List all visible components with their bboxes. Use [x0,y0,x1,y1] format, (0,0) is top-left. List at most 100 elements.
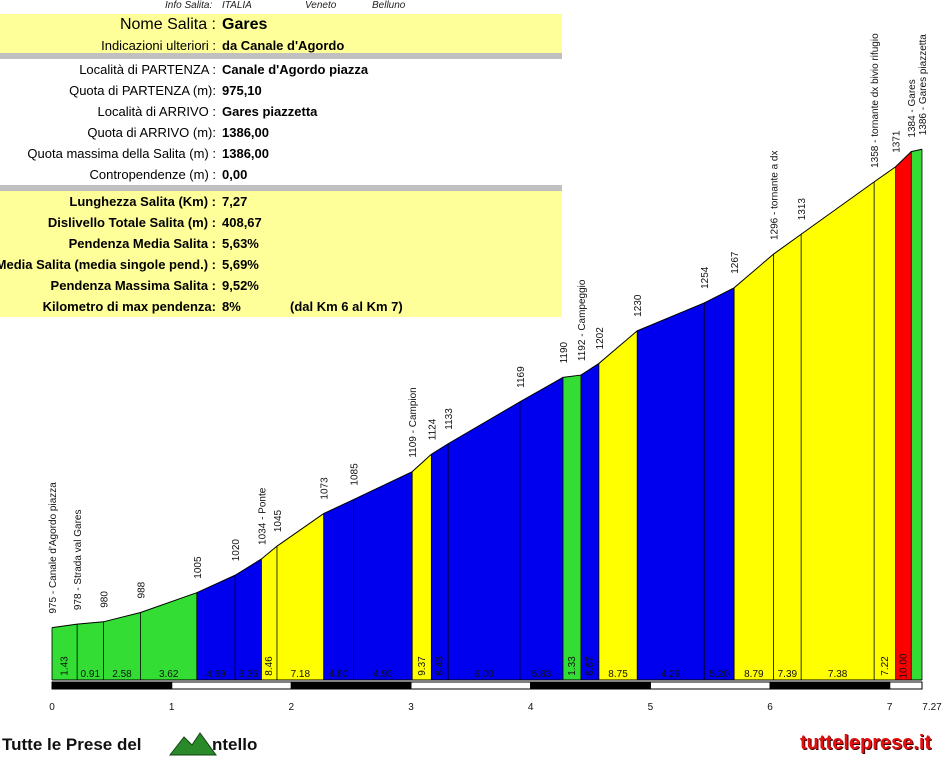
gradient-segment [519,377,563,680]
info-note: (dal Km 6 al Km 7) [290,299,403,314]
gradient-label: 0.91 [81,669,101,680]
info-row: Località di ARRIVO : Gares piazzetta [0,101,562,122]
info-row: Lunghezza Salita (Km) : 7,27 [0,191,562,212]
point-label: 1192 - Campeggio [577,279,588,361]
header-region: Veneto [305,0,337,11]
gradient-label: 5.83 [532,669,552,680]
info-row: Contropendenze (m) : 0,00 [0,164,562,185]
logo-mountain [168,732,217,756]
footer-brand: Tutte le Prese del [2,735,142,754]
point-label: 1124 [427,418,438,440]
header-country: ITALIA [222,0,252,11]
gradient-segment [773,234,802,681]
point-label: 1169 [516,366,527,388]
info-row: Dislivello Totale Salita (m) : 408,67 [0,212,562,233]
info-row: Quota massima della Salita (m) : 1386,00 [0,143,562,164]
header-province: Belluno [372,0,406,11]
info-value: 9,52% [222,278,259,293]
gradient-segment [580,363,599,680]
info-value: 0,00 [222,167,248,182]
gradient-segment [276,513,324,680]
header-caption: Info Salita: [165,0,213,11]
separator [0,53,562,59]
gradient-label: 6.36 [239,669,259,680]
scale-bar [171,681,292,690]
info-label: Località di PARTENZA : [79,62,216,77]
info-label: Contropendenze (m) : [89,167,216,182]
gradient-label: 7.18 [291,669,311,680]
gradient-segment [140,592,197,680]
x-tick-label: 1 [169,702,175,713]
gradient-segment [353,471,413,680]
point-label: 1358 - tornante dx bivio rifugio [870,33,881,168]
gradient-segment [323,499,354,680]
scale-bar [769,681,891,690]
info-label: Pendenza Massima Salita : [50,278,216,293]
point-label: 1313 [797,198,808,221]
gradient-label: 7.38 [828,669,848,680]
point-label: 975 - Canale d'Agordo piazza [48,482,59,614]
point-label: 980 [99,591,110,608]
point-label: 1133 [444,408,455,430]
x-tick-label: 2 [289,702,295,713]
gradient-segment [598,330,638,680]
gradient-label: 4.29 [661,669,681,680]
info-row: Kilometro di max pendenza: 8% (dal Km 6 al… [0,296,562,317]
info-value: 5,69% [222,257,259,272]
gradient-label: 6.00 [474,669,494,680]
point-label: 1045 [273,509,284,532]
info-value: 5,63% [222,236,259,251]
gradient-label: 1.33 [567,656,578,676]
info-label: Quota di PARTENZA (m): [69,83,216,98]
info-row: Pendenza Media Salita : 5,63% [0,233,562,254]
gradient-label: 9.37 [417,656,428,676]
gradient-label: 7.39 [778,669,798,680]
info-row: Quota di PARTENZA (m): 975,10 [0,80,562,101]
gradient-segment [103,612,141,680]
gradient-segment [895,151,912,680]
point-label: 1109 - Campion [408,387,419,457]
point-label: 1371 [892,130,903,153]
info-label: Nome Salita : [119,16,216,33]
info-value: 1386,00 [222,146,269,161]
scale-bar [530,681,651,690]
info-row: Pendenza Massima Salita : 9,52% [0,275,562,296]
point-label: 1267 [730,251,741,274]
point-label: 1085 [350,463,361,486]
gradient-segment [448,401,520,680]
gradient-segment [196,575,236,680]
point-label: 1230 [633,294,644,317]
gradient-label: 1.43 [60,656,71,676]
scale-bar [290,681,412,690]
info-value: 1386,00 [222,125,269,140]
x-tick-label: 7.27 [922,702,942,713]
info-label: Indicazioni ulteriori : [101,38,216,53]
point-label: 1073 [320,477,331,500]
gradient-label: 4.90 [373,669,393,680]
info-row: Località di PARTENZA : Canale d'Agordo pi… [0,59,562,80]
x-tick-label: 7 [887,702,893,713]
info-label: Quota di ARRIVO (m): [87,125,216,140]
gradient-segment [911,149,922,681]
info-label: Pendenza Media Salita : [68,236,216,251]
gradient-label: 7.22 [880,656,891,676]
gradient-segment [562,375,581,680]
profile-line [51,148,923,629]
info-label: Kilometro di max pendenza: [42,299,216,314]
point-label: 1190 [559,341,570,363]
info-label: Media Salita (media singole pend.) : [0,257,216,272]
gradient-segment [431,443,449,680]
gradient-segment [801,181,875,680]
footer-brand-tail: ntello [212,735,258,754]
info-label: Quota massima della Salita (m) : [27,146,216,161]
gradient-label: 6.67 [585,656,596,676]
gradient-label: 4.69 [206,669,226,680]
gradient-label: 6.43 [435,656,446,676]
info-value: Gares [222,16,268,33]
separator [0,185,562,191]
x-tick-label: 5 [648,702,654,713]
info-value: 975,10 [222,83,262,98]
gradient-label: 5.20 [709,669,729,680]
point-label: 1005 [193,556,204,579]
